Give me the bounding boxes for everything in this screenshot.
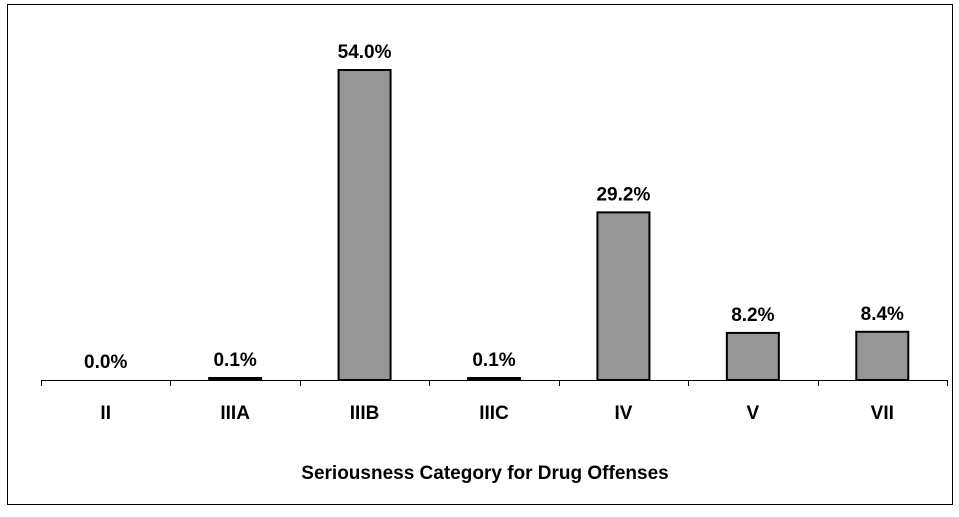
bar-iv xyxy=(596,211,651,381)
x-axis-title: Seriousness Category for Drug Offenses xyxy=(301,463,668,484)
data-labels: 0.0% 0.1% 54.0% 0.1% 29.2% 8.2% 8.4% xyxy=(84,42,904,373)
category-label-ii: II xyxy=(100,403,111,424)
data-label-ii: 0.0% xyxy=(84,352,127,373)
bars-layer xyxy=(208,69,910,382)
category-label-v: V xyxy=(747,403,760,424)
data-label-iiic: 0.1% xyxy=(472,350,515,371)
category-label-iiic: IIIC xyxy=(479,403,509,424)
data-label-vii: 8.4% xyxy=(861,304,904,325)
bar-iiia xyxy=(208,377,263,381)
bar-vii xyxy=(855,330,910,381)
data-label-iv: 29.2% xyxy=(596,184,650,205)
bar-iiic xyxy=(467,377,521,381)
data-label-iiia: 0.1% xyxy=(213,350,256,371)
data-label-iiib: 54.0% xyxy=(338,42,392,63)
x-axis-ticks xyxy=(41,380,948,386)
bar-v xyxy=(725,331,780,382)
bar-iiib xyxy=(337,69,392,381)
category-label-vii: VII xyxy=(871,403,894,424)
data-label-v: 8.2% xyxy=(731,305,774,326)
category-label-iiia: IIIA xyxy=(220,403,250,424)
chart-frame xyxy=(7,4,953,505)
category-label-iiib: IIIB xyxy=(350,403,380,424)
x-axis-tick-labels: II IIIA IIIB IIIC IV V VII xyxy=(100,403,893,424)
category-label-iv: IV xyxy=(614,403,632,424)
